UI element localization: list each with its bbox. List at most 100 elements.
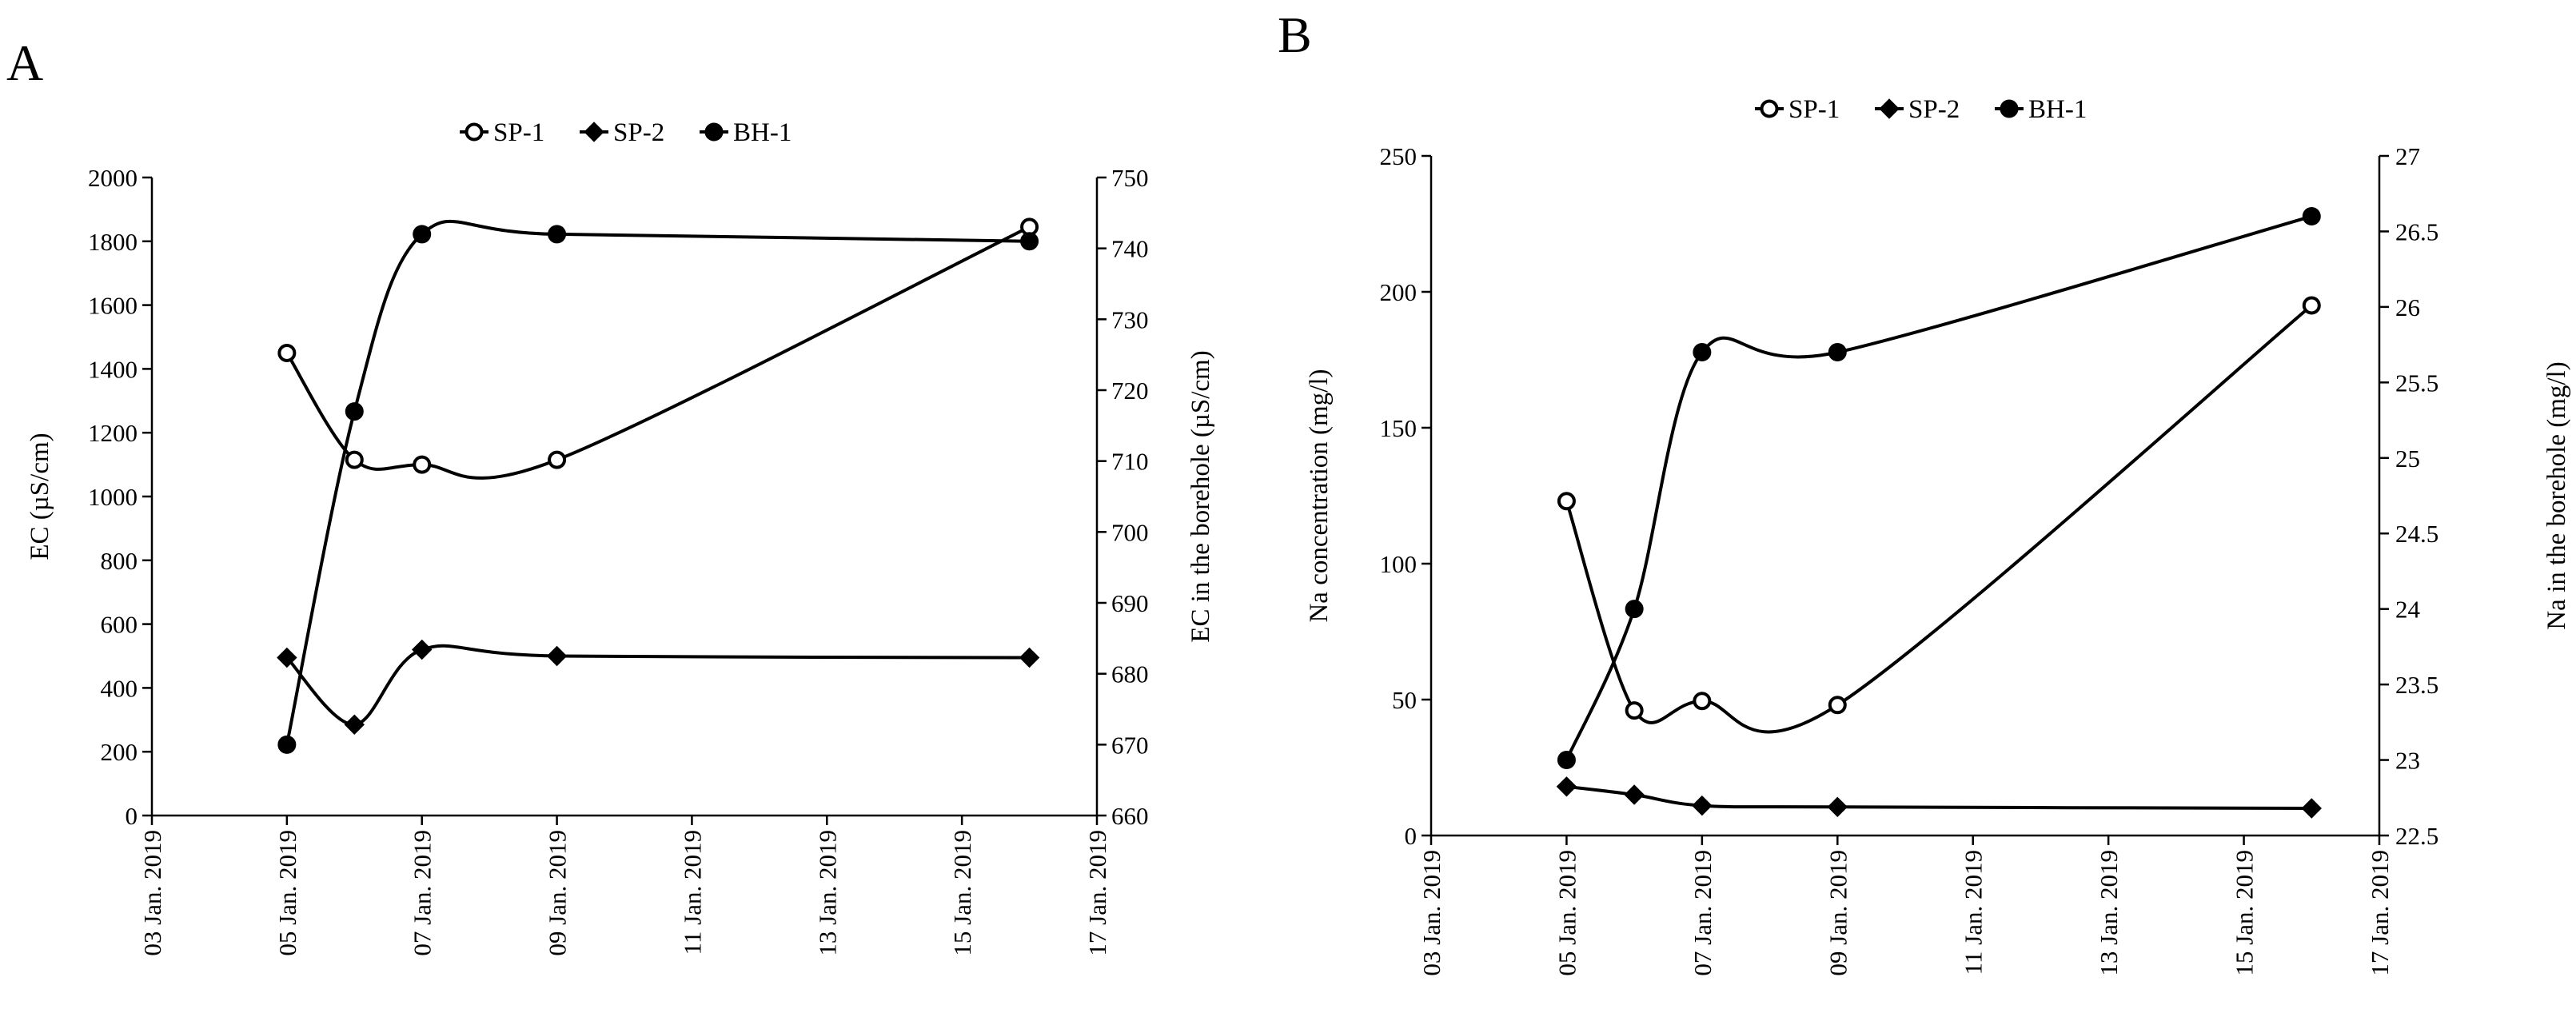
y2-tick-label: 26 [2395, 293, 2420, 321]
y2-tick-label: 25.5 [2395, 369, 2438, 397]
y2-tick-label: 740 [1111, 235, 1149, 263]
series-line-sp-2 [285, 644, 1030, 727]
y-tick-label: 0 [126, 802, 138, 830]
legend-marker-bh-1 [2000, 99, 2019, 118]
y-tick-label: 1600 [88, 292, 138, 320]
data-point-bh-1 [1693, 343, 1712, 362]
y2-tick-label: 720 [1111, 377, 1149, 405]
series-line-sp-1 [1565, 304, 2313, 734]
legend-marker-sp-2 [1879, 98, 1900, 119]
data-point-sp-1 [345, 450, 364, 469]
legend-label-sp-2: SP-2 [613, 118, 664, 147]
y2-tick-label: 660 [1111, 802, 1149, 830]
x-tick-label: 09 Jan. 2019 [544, 830, 572, 956]
y2-tick-label: 690 [1111, 589, 1149, 617]
y-tick-label: 1400 [88, 355, 138, 383]
x-tick-label: 11 Jan. 2019 [678, 830, 706, 955]
data-point-sp-2 [1827, 796, 1848, 818]
y-tick-label: 1000 [88, 483, 138, 511]
y2-tick-label: 680 [1111, 660, 1149, 688]
x-tick-label: 11 Jan. 2019 [1960, 850, 1988, 975]
y2-tick-label: 26.5 [2395, 217, 2438, 245]
series-line-sp-1 [285, 225, 1031, 480]
y2-tick-label: 27 [2395, 142, 2420, 170]
x-tick-label: 13 Jan. 2019 [2095, 850, 2123, 976]
panel-label-a: A [6, 34, 43, 91]
data-point-sp-2 [2301, 798, 2322, 819]
x-tick-label: 05 Jan. 2019 [1553, 850, 1581, 976]
data-point-sp-1 [1557, 492, 1576, 511]
data-point-bh-1 [413, 225, 432, 244]
y2-axis-title: Na in the borehole (mg/l) [2542, 361, 2571, 629]
data-point-bh-1 [2302, 207, 2321, 226]
y2-axis-title: EC in the borehole (µS/cm) [1186, 350, 1215, 642]
legend-label-sp-1: SP-1 [1788, 95, 1840, 124]
series-line-bh-1 [285, 219, 1030, 745]
data-point-sp-1 [1693, 692, 1712, 711]
legend-marker-sp-1 [1760, 99, 1779, 118]
data-point-bh-1 [1557, 751, 1576, 770]
y-tick-label: 200 [101, 738, 138, 766]
data-point-bh-1 [1828, 343, 1847, 362]
x-tick-label: 07 Jan. 2019 [409, 830, 437, 956]
y2-tick-label: 730 [1111, 305, 1149, 333]
x-tick-label: 03 Jan. 2019 [1418, 850, 1446, 976]
data-point-bh-1 [277, 735, 297, 754]
x-tick-label: 17 Jan. 2019 [2366, 850, 2394, 976]
y-axis-title: EC (µS/cm) [26, 433, 54, 560]
x-tick-label: 03 Jan. 2019 [138, 830, 166, 956]
data-point-sp-1 [1828, 696, 1847, 715]
x-tick-label: 15 Jan. 2019 [2231, 850, 2259, 976]
x-tick-label: 13 Jan. 2019 [813, 830, 841, 956]
legend-marker-sp-2 [584, 122, 604, 142]
y-tick-label: 100 [1380, 550, 1418, 578]
y2-tick-label: 750 [1111, 164, 1149, 192]
y-tick-label: 200 [1380, 278, 1418, 306]
y2-tick-label: 22.5 [2395, 822, 2438, 850]
data-point-sp-2 [344, 714, 365, 735]
y2-tick-label: 24 [2395, 596, 2421, 624]
y2-tick-label: 25 [2395, 445, 2420, 473]
data-point-sp-2 [277, 647, 297, 668]
y-tick-label: 400 [101, 674, 138, 702]
x-tick-label: 09 Jan. 2019 [1824, 850, 1852, 976]
legend-marker-sp-1 [465, 122, 484, 142]
chart-b: B 0 50 100 150 200 250 22.5 23 23.5 24 24.5 25 25.5 2… [1278, 6, 2571, 976]
x-tick-label: 05 Jan. 2019 [273, 830, 301, 956]
series-line-sp-2 [1566, 784, 2312, 810]
data-point-sp-2 [412, 639, 433, 660]
y-tick-label: 50 [1392, 686, 1417, 714]
y-tick-label: 600 [101, 611, 138, 639]
data-point-sp-2 [546, 645, 568, 667]
data-point-sp-1 [548, 450, 567, 469]
panel-label-b: B [1278, 6, 1312, 63]
data-point-bh-1 [1625, 600, 1644, 619]
data-point-sp-2 [1692, 795, 1713, 816]
y-tick-label: 1200 [88, 419, 138, 447]
y-tick-label: 800 [101, 547, 138, 575]
legend-label-sp-2: SP-2 [1908, 95, 1960, 124]
data-point-sp-1 [2302, 296, 2321, 315]
chart-a: A 0 200 400 600 800 1000 1200 1400 1600 1800 2000 6… [6, 34, 1215, 956]
data-point-bh-1 [548, 225, 567, 244]
legend-label-bh-1: BH-1 [2028, 95, 2087, 124]
y-tick-label: 250 [1380, 142, 1418, 170]
y2-tick-label: 700 [1111, 518, 1149, 546]
legend-label-bh-1: BH-1 [733, 118, 792, 147]
y2-tick-label: 23.5 [2395, 671, 2438, 699]
y-tick-label: 1800 [88, 228, 138, 256]
y-tick-label: 0 [1405, 822, 1418, 850]
x-tick-label: 07 Jan. 2019 [1689, 850, 1717, 976]
data-point-bh-1 [345, 402, 364, 421]
y-tick-label: 150 [1380, 414, 1418, 442]
series-line-bh-1 [1565, 214, 2312, 761]
y2-tick-label: 24.5 [2395, 520, 2438, 548]
data-point-sp-2 [1624, 784, 1645, 805]
x-tick-label: 17 Jan. 2019 [1083, 830, 1111, 956]
y-tick-label: 2000 [88, 164, 138, 192]
data-point-sp-1 [413, 455, 432, 474]
data-point-sp-2 [1019, 647, 1040, 668]
x-tick-label: 15 Jan. 2019 [948, 830, 976, 956]
